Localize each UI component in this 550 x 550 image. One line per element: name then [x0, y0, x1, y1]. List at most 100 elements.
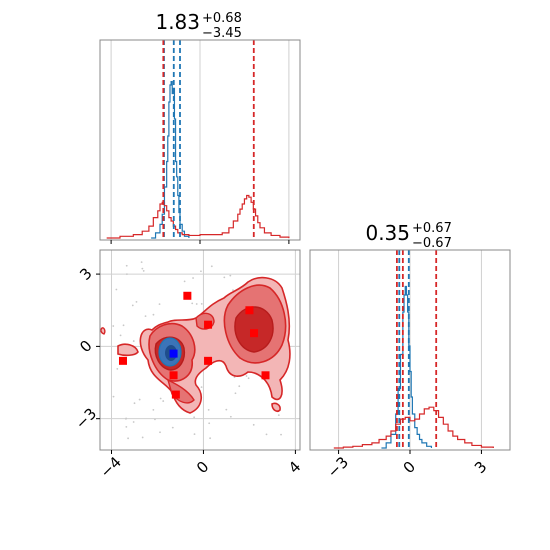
right-histogram-dashed-lines	[396, 250, 438, 450]
top-histogram-grid	[110, 40, 290, 240]
scatter-dot	[138, 398, 141, 401]
top-left-histogram-panel: 1.83 +0.68 −3.45	[99, 10, 301, 244]
scatter-dot	[158, 303, 161, 306]
scatter-dot	[141, 267, 144, 270]
top-title-minus: −3.45	[202, 26, 242, 41]
square-marker-7	[169, 371, 178, 380]
scatter-dot	[193, 433, 196, 436]
bottom-right-histogram-panel: −3 0 3 0.35 +0.67 −0.67	[309, 221, 511, 481]
scatter-dot	[112, 325, 115, 327]
outer-contour-island-left	[117, 343, 139, 357]
scatter-dot	[126, 273, 128, 276]
scatter-dot	[238, 385, 241, 388]
square-marker-8	[261, 371, 270, 380]
right-series-line-0	[381, 285, 433, 449]
scatter-dot	[141, 436, 144, 439]
right-x-tick-label-2: 3	[471, 458, 490, 477]
scatter-dot	[125, 264, 128, 267]
scatter-dot	[193, 416, 196, 419]
scatter-dot	[192, 277, 194, 279]
scatter-dot	[142, 270, 145, 272]
top-series-line-1	[106, 194, 290, 239]
scatter-dot	[135, 300, 138, 303]
scatter-dot	[133, 402, 136, 405]
outer-contour-island-right	[271, 402, 281, 412]
scatter-dot	[210, 265, 213, 268]
scatter-dot	[200, 270, 202, 273]
scatter-dot	[132, 340, 135, 342]
scatter-dot	[112, 395, 115, 398]
scatter-dot	[152, 313, 155, 316]
scatter-dot	[183, 280, 186, 283]
right-histogram-series	[333, 285, 494, 449]
scatter-dot	[122, 324, 125, 327]
scatter-dot	[234, 392, 237, 395]
scatter-dot	[132, 421, 135, 423]
2d-x-tick-label-1: 0	[193, 458, 212, 477]
scatter-dot	[144, 315, 147, 318]
scatter-dot	[245, 375, 248, 377]
2d-frame	[99, 249, 301, 451]
scatter-dot	[140, 261, 143, 264]
right-series-line-1	[333, 406, 494, 449]
right-title-value: 0.35	[365, 221, 410, 245]
2d-x-tick-label-2: 4	[285, 458, 304, 477]
scatter-dot	[223, 276, 226, 279]
scatter-dot	[124, 417, 127, 420]
scatter-dot	[131, 304, 134, 307]
bottom-left-2d-panel: −4 0 4 3 0 −3	[72, 249, 304, 481]
scatter-dot	[229, 415, 232, 418]
top-series-line-0	[151, 81, 190, 239]
top-histogram-ticks	[110, 240, 290, 244]
top-title-plus: +0.68	[202, 11, 242, 26]
scatter-dot	[200, 302, 203, 305]
scatter-dot	[247, 377, 250, 380]
square-marker-0	[169, 349, 178, 358]
square-marker-3	[245, 306, 254, 315]
scatter-dot	[265, 433, 268, 436]
scatter-dot	[162, 400, 165, 402]
2d-square-markers	[118, 291, 270, 399]
scatter-dot	[119, 334, 122, 337]
scatter-dot	[159, 397, 162, 400]
square-marker-1	[183, 291, 192, 300]
square-marker-5	[118, 356, 127, 365]
scatter-dot	[115, 288, 118, 291]
scatter-dot	[229, 274, 232, 277]
scatter-dot	[225, 408, 228, 411]
scatter-dot	[277, 414, 280, 417]
top-title-value: 1.83	[155, 10, 200, 34]
2d-x-tick-label-0: −4	[97, 453, 125, 481]
right-title-plus: +0.67	[412, 221, 452, 236]
outer-contour-island-edge	[100, 327, 106, 335]
right-x-tick-label-1: 0	[400, 458, 419, 477]
scatter-dot	[208, 422, 211, 425]
scatter-dot	[209, 437, 212, 440]
scatter-dot	[154, 418, 156, 421]
square-marker-9	[171, 390, 180, 399]
square-marker-4	[250, 329, 259, 338]
scatter-dot	[116, 367, 119, 370]
right-x-tick-label-0: −3	[324, 453, 352, 481]
2d-y-tick-label-2: −3	[72, 404, 100, 432]
2d-y-tick-label-0: 3	[76, 264, 95, 283]
square-marker-2	[204, 320, 213, 329]
top-histogram-series	[106, 81, 290, 239]
scatter-dot	[200, 386, 203, 388]
right-title-minus: −0.67	[412, 236, 452, 251]
scatter-dot	[280, 433, 282, 436]
scatter-dot	[207, 408, 210, 411]
scatter-dot	[232, 289, 234, 292]
scatter-dot	[191, 302, 194, 305]
square-marker-6	[204, 356, 213, 365]
scatter-dot	[127, 437, 129, 440]
right-histogram-ticks: −3 0 3	[324, 450, 490, 481]
scatter-dot	[195, 303, 198, 305]
top-histogram-dashed-lines	[162, 40, 255, 240]
scatter-dot	[159, 431, 161, 434]
2d-density-contours	[100, 276, 291, 414]
scatter-dot	[252, 423, 255, 426]
scatter-dot	[152, 408, 155, 411]
2d-y-tick-label-1: 0	[76, 337, 95, 356]
